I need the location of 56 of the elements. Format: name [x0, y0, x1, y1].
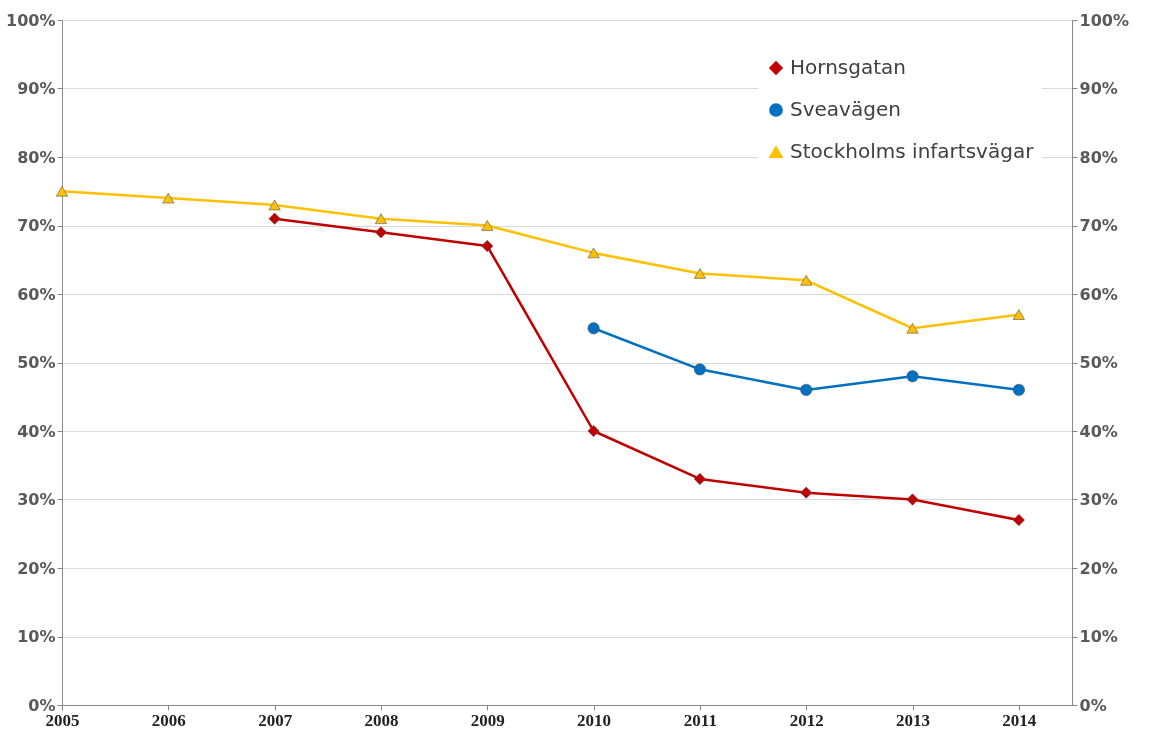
- y2-tick-label: 40%: [1079, 421, 1118, 441]
- point: [374, 213, 387, 224]
- legend-label: Stockholms infartsvägar: [790, 139, 1035, 163]
- point: [481, 240, 494, 253]
- point: [693, 363, 706, 376]
- point: [481, 220, 494, 231]
- point: [906, 370, 919, 383]
- point: [56, 186, 68, 197]
- point: [587, 247, 600, 259]
- y-tick-label: 20%: [17, 558, 56, 578]
- y-tick-label: 80%: [17, 147, 56, 167]
- point: [800, 275, 813, 286]
- point: [1012, 309, 1025, 320]
- y2-tick-label: 50%: [1079, 353, 1118, 372]
- x-tick-label: 2013: [896, 710, 931, 730]
- y-tick-label: 40%: [17, 421, 56, 441]
- y-tick-label: 30%: [17, 490, 56, 509]
- x-tick-label: 2009: [470, 710, 505, 730]
- x-tick-label: 2011: [683, 710, 717, 730]
- y2-tick-label: 10%: [1079, 627, 1118, 646]
- point: [693, 472, 706, 485]
- y2-tick-label: 70%: [1079, 216, 1118, 235]
- point: [906, 323, 919, 334]
- y2-tick-label: 30%: [1079, 490, 1118, 509]
- y2-tick-label: 60%: [1079, 284, 1118, 304]
- point: [268, 199, 281, 211]
- y-tick-label: 90%: [17, 79, 56, 98]
- y2-tick-label: 100%: [1079, 10, 1129, 30]
- x-tick-label: 2014: [1002, 710, 1037, 730]
- point: [693, 268, 706, 279]
- point: [268, 212, 281, 225]
- y-tick-label: 50%: [17, 353, 56, 372]
- legend-label: Hornsgatan: [790, 55, 906, 79]
- point: [1012, 383, 1025, 396]
- y-tick-label: 60%: [17, 284, 56, 304]
- y-tick-label: 100%: [6, 10, 56, 30]
- point: [800, 486, 813, 499]
- x-tick-label: 2008: [364, 710, 399, 730]
- point: [906, 493, 919, 506]
- x-tick-label: 2006: [151, 710, 186, 730]
- y2-tick-label: 20%: [1079, 558, 1118, 578]
- point: [1012, 514, 1025, 527]
- y-tick-label: 10%: [17, 627, 56, 646]
- point: [587, 322, 600, 335]
- point: [800, 383, 813, 396]
- x-tick-label: 2007: [258, 710, 293, 730]
- point: [587, 425, 600, 437]
- legend-label: Sveavägen: [790, 97, 901, 121]
- y2-tick-label: 80%: [1079, 147, 1118, 167]
- point: [374, 226, 387, 239]
- point: [162, 192, 175, 204]
- x-tick-label: 2012: [789, 710, 824, 730]
- x-tick-label: 2010: [577, 710, 612, 730]
- y2-tick-label: 90%: [1079, 79, 1118, 98]
- y-tick-label: 70%: [17, 216, 56, 235]
- y2-tick-label: 0%: [1079, 695, 1107, 715]
